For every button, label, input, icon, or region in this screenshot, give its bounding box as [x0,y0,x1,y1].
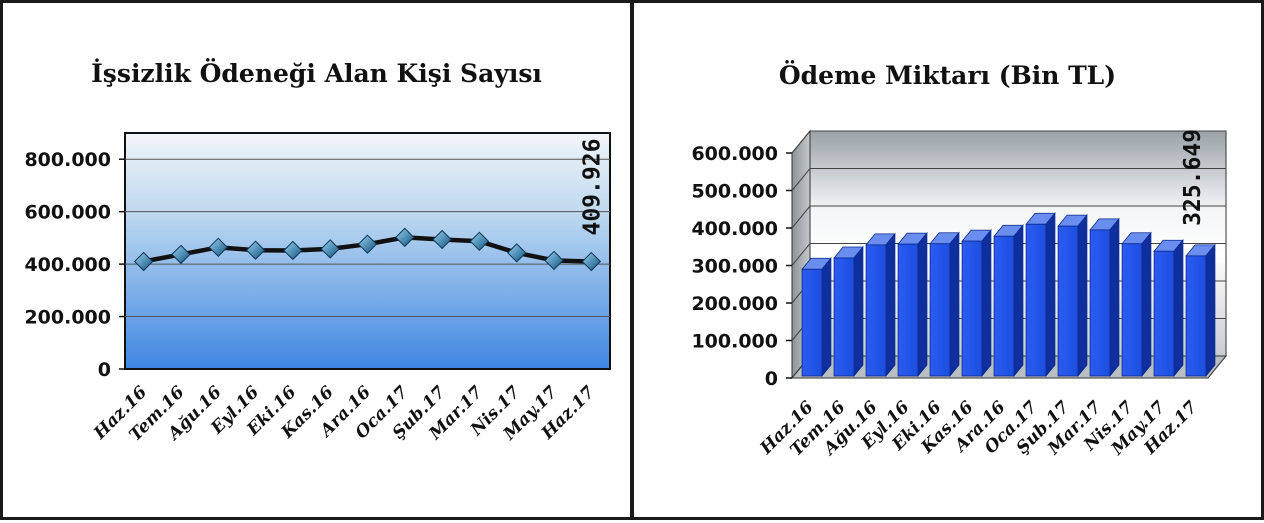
chart-title: İşsizlik Ödeneği Alan Kişi Sayısı [91,59,542,88]
bar [1153,250,1175,377]
bar-side [1173,239,1184,378]
y-tick-label: 0 [765,368,778,390]
data-point [208,237,228,258]
bar-side [1141,231,1152,378]
y-tick-label: 0 [98,359,111,381]
y-tick-label: 100.000 [691,331,778,353]
data-point [507,243,527,263]
gridline [791,130,1226,154]
bar [897,243,919,377]
y-tick-label: 200.000 [24,307,111,329]
bar [961,240,983,377]
bar-side [821,257,832,378]
chart-panel-left: İşsizlik Ödeneği Alan Kişi Sayısı 0 200.0… [0,0,634,520]
bar [929,243,951,377]
y-tick-label: 200.000 [691,293,778,315]
data-point [469,231,490,252]
data-point [283,240,303,261]
data-point [432,229,452,250]
gridline [791,243,1226,266]
bar-side [1109,217,1120,378]
data-point [171,244,191,265]
bar-side [1205,243,1216,378]
bar-side [853,245,864,378]
y-tick-label: 600.000 [691,143,778,165]
bar [1025,223,1047,377]
data-point [544,250,564,271]
chart-panel-right: Ödeme Miktarı (Bin TL) 0 100.000 200.000 30… [634,0,1264,520]
bar [1185,255,1207,377]
bar [801,268,823,377]
data-label: 325.649 [1180,129,1206,226]
line-chart: 0200.000400.000600.000800.000Haz.16Tem.1… [24,132,611,445]
bar-side [949,231,960,378]
y-tick-label: 400.000 [691,218,778,240]
gridline [791,168,1226,191]
data-point [357,234,378,254]
y-tick-label: 800.000 [24,149,111,171]
bar [1057,225,1079,377]
data-point [245,240,266,260]
bar [993,235,1015,377]
bar-chart: 0 100.000 200.000 300.000 400.000 500.000 600.… [691,129,1228,460]
bar [1121,243,1143,377]
y-tick-label: 300.000 [691,256,778,278]
data-label: 409.926 [579,139,605,236]
bar-side [981,229,992,378]
bar [865,244,887,377]
y-tick-label: 400.000 [24,254,111,276]
chart-title: Ödeme Miktarı (Bin TL) [778,61,1117,90]
data-point [133,251,154,272]
bar [833,257,855,377]
bar-side [1077,214,1088,378]
bar-side [1045,212,1056,378]
data-point [395,227,415,248]
y-tick-label: 500.000 [691,181,778,203]
bar-side [885,232,896,378]
y-tick-label: 600.000 [24,202,111,224]
gridline [791,205,1226,229]
data-point [320,239,340,259]
bar-side [1013,224,1024,378]
data-point [581,251,602,272]
bar-side [917,232,928,378]
bar [1089,229,1111,377]
